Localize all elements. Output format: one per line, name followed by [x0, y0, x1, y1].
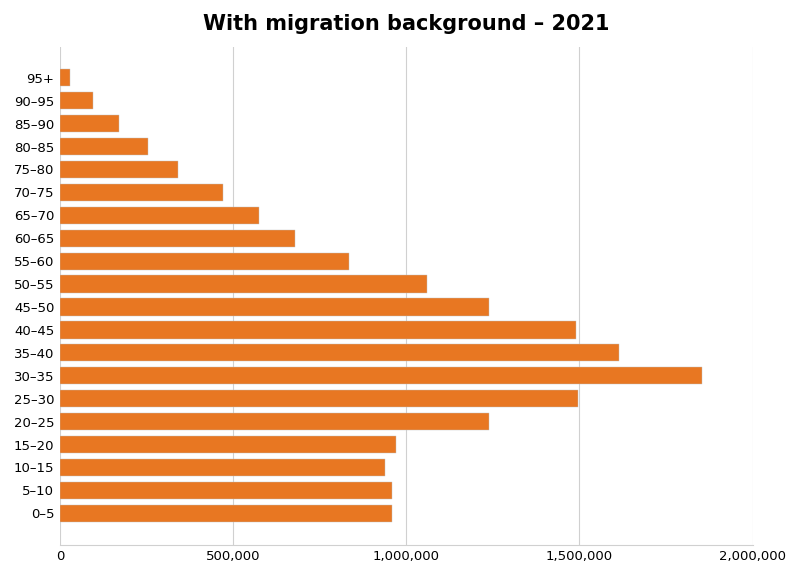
Bar [60, 69, 70, 87]
Bar [60, 459, 386, 476]
Bar [60, 184, 222, 201]
Bar [60, 390, 578, 407]
Bar [60, 275, 427, 293]
Bar [60, 253, 349, 270]
Bar [60, 321, 576, 339]
Bar [60, 115, 119, 132]
Title: With migration background – 2021: With migration background – 2021 [203, 14, 610, 34]
Bar [60, 230, 295, 247]
Bar [60, 413, 490, 430]
Bar [60, 436, 396, 453]
Bar [60, 138, 148, 155]
Bar [60, 482, 393, 499]
Bar [60, 367, 702, 384]
Bar [60, 207, 259, 224]
Bar [60, 298, 490, 316]
Bar [60, 161, 178, 178]
Bar [60, 505, 393, 522]
Bar [60, 92, 93, 109]
Bar [60, 344, 619, 361]
